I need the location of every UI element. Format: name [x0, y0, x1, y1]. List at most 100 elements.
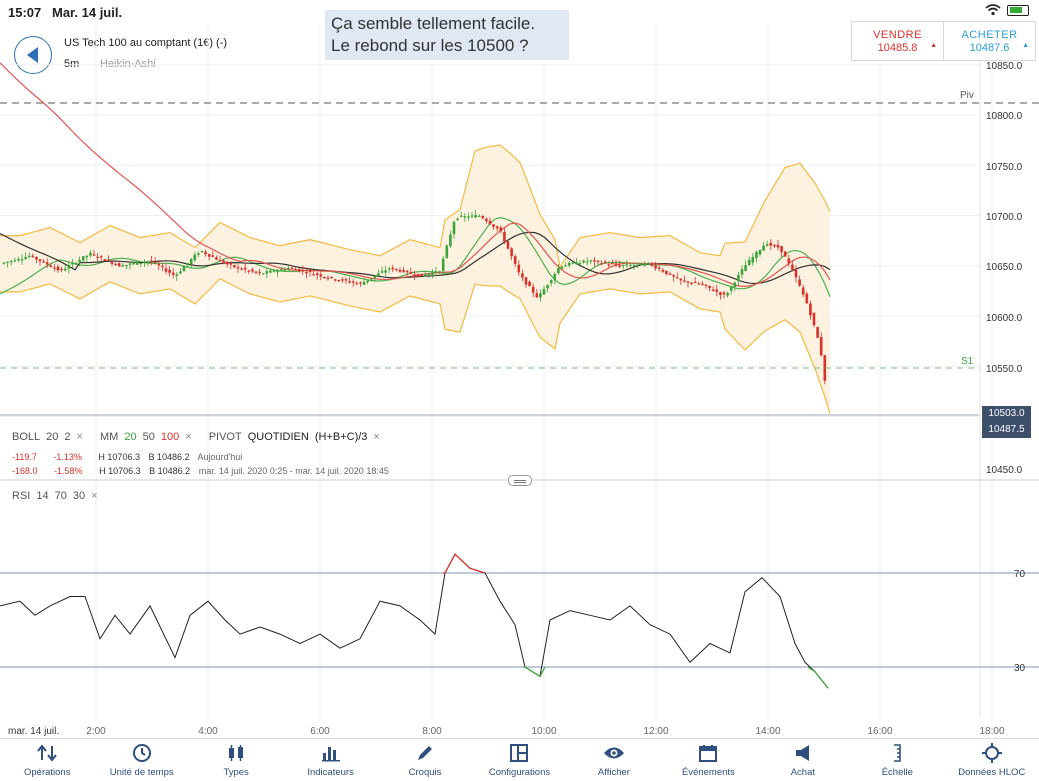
candle-body	[49, 265, 53, 267]
candle-body	[211, 255, 215, 257]
candle-body	[333, 279, 337, 281]
toolbar-events[interactable]: Événements	[661, 739, 755, 781]
candle-body	[305, 271, 308, 274]
candle-body	[175, 274, 179, 277]
candle-body	[420, 273, 423, 276]
candle-body	[456, 218, 459, 221]
candle-body	[243, 267, 247, 270]
candle-body	[575, 262, 578, 265]
candle-body	[499, 227, 503, 232]
candle-body	[589, 260, 593, 262]
price-tick: 10700.0	[986, 212, 1023, 223]
candle-body	[103, 259, 107, 262]
toolbar-label: Données HLOC	[958, 767, 1026, 778]
bollinger-lower	[0, 278, 831, 414]
candle-body	[643, 263, 647, 266]
candle-body	[143, 262, 146, 264]
battery-icon	[1007, 4, 1029, 16]
status-bar: 15:07 Mar. 14 juil.	[0, 0, 1039, 24]
toolbar-sketch[interactable]: Croquis	[378, 739, 472, 781]
candles-icon	[229, 745, 244, 761]
period-label: Aujourd'hui	[197, 452, 243, 462]
close-icon[interactable]: ×	[373, 431, 380, 443]
bollinger-upper	[0, 144, 831, 269]
toolbar-configurations[interactable]: Configurations	[472, 739, 566, 781]
candle-body	[387, 268, 391, 270]
up-arrow-icon: ▲	[930, 42, 937, 49]
candle-body	[607, 264, 611, 266]
candle-body	[650, 264, 654, 266]
candle-body	[510, 248, 513, 257]
close-icon[interactable]: ×	[185, 431, 192, 443]
candle-body	[236, 267, 240, 269]
candle-body	[578, 263, 582, 265]
candle-body	[207, 253, 211, 257]
candle-body	[449, 234, 452, 247]
high-value: H 10706.3	[98, 452, 140, 462]
candle-body	[222, 260, 225, 264]
candle-body	[639, 263, 643, 266]
candle-body	[24, 257, 27, 259]
candle-body	[776, 244, 780, 248]
candle-body	[135, 261, 139, 265]
candle-body	[125, 264, 128, 267]
instrument-name[interactable]: US Tech 100 au comptant (1€) (-)	[64, 37, 228, 49]
boll-label[interactable]: BOLL	[12, 431, 41, 443]
mm-label[interactable]: MM	[100, 431, 119, 443]
buy-button[interactable]: ACHETER 10487.6 ▲	[944, 22, 1035, 60]
toolbar-hloc-data[interactable]: Données HLOC	[945, 739, 1039, 781]
rsi-param-1: 14	[36, 490, 49, 502]
candle-body	[402, 269, 405, 272]
candle-body	[128, 263, 132, 265]
candle-body	[240, 268, 243, 270]
close-icon[interactable]: ×	[91, 490, 98, 502]
candle-body	[146, 261, 150, 263]
toolbar-types[interactable]: Types	[189, 739, 283, 781]
rsi-line	[0, 553, 829, 689]
toolbar-indicators[interactable]: Indicateurs	[283, 739, 377, 781]
timeframe-label[interactable]: 5m	[64, 58, 80, 70]
crosshair-icon	[981, 743, 1002, 763]
price-chart[interactable]: Piv S1 10850.0 10800.0 10750.0 10700.0 10650.…	[0, 0, 1039, 738]
toolbar-timeframe[interactable]: Unité de temps	[94, 739, 188, 781]
candle-body	[636, 263, 639, 265]
annotation-note[interactable]: Ça semble tellement facile. Le rebond su…	[325, 10, 569, 60]
period-label: mar. 14 juil. 2020 0:25 - mar. 14 juil. …	[198, 466, 389, 476]
change-value: -119.7	[12, 452, 37, 462]
triangle-left-icon	[27, 47, 38, 63]
candle-body	[225, 261, 229, 265]
candle-body	[164, 268, 168, 272]
toolbar-display[interactable]: Afficher	[567, 739, 661, 781]
back-button[interactable]	[14, 36, 52, 74]
candle-body	[697, 283, 701, 285]
candle-body	[344, 279, 348, 281]
candle-body	[668, 273, 672, 275]
candle-body	[654, 265, 657, 269]
candle-body	[197, 253, 200, 255]
candle-body	[186, 263, 189, 266]
candle-body	[431, 272, 434, 276]
candle-body	[27, 255, 31, 258]
candle-body	[377, 273, 380, 277]
pivot-label[interactable]: PIVOT	[208, 431, 242, 443]
rsi-label[interactable]: RSI	[12, 490, 31, 502]
toolbar-label: Configurations	[488, 767, 551, 778]
candle-body	[384, 270, 387, 273]
candle-body	[495, 226, 499, 229]
pane-resize-handle[interactable]	[508, 475, 532, 486]
candle-body	[726, 292, 729, 296]
candle-body	[618, 264, 621, 267]
candle-body	[53, 267, 56, 269]
candle-body	[567, 262, 571, 266]
toolbar-label: Opérations	[23, 767, 71, 778]
sell-button[interactable]: VENDRE 10485.8 ▲	[852, 22, 944, 60]
chart-type-label[interactable]: Heikin-Ashi	[100, 58, 156, 70]
toolbar-operations[interactable]: Opérations	[0, 739, 94, 781]
toolbar-scale[interactable]: Échelle	[850, 739, 944, 781]
price-tick: 10600.0	[986, 313, 1023, 324]
candle-body	[582, 260, 585, 263]
candle-body	[438, 271, 441, 273]
candle-body	[121, 265, 125, 267]
close-icon[interactable]: ×	[76, 431, 83, 443]
toolbar-buy[interactable]: Achat	[756, 739, 850, 781]
